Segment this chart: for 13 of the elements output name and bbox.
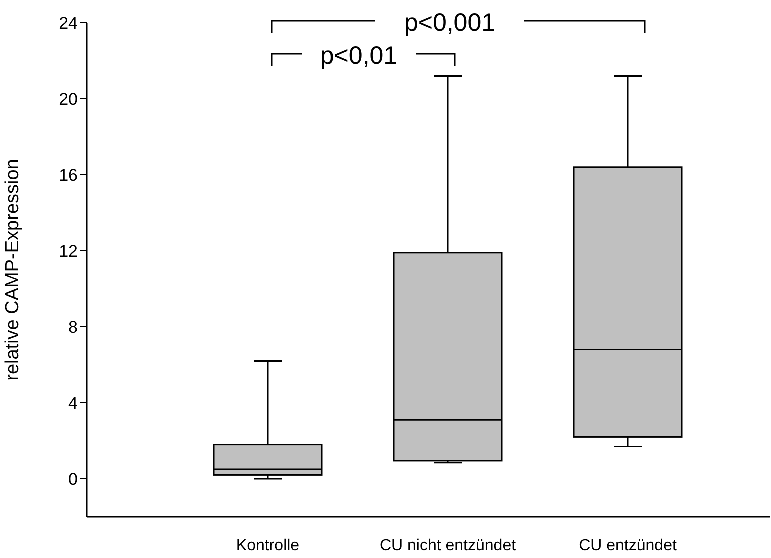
y-tick-label: 20 — [59, 90, 78, 110]
y-tick-label: 16 — [59, 166, 78, 186]
y-tick-label: 0 — [68, 470, 78, 490]
y-tick-label: 8 — [68, 318, 78, 338]
x-tick-label: CU nicht entzündet — [380, 537, 517, 554]
annotation: p<0,001 — [404, 9, 496, 37]
y-axis-title: relative CAMP-Expression — [2, 159, 24, 381]
annotation: p<0,01 — [320, 42, 398, 70]
x-tick-label: CU entzündet — [579, 537, 678, 554]
y-tick-label: 24 — [59, 14, 78, 34]
y-tick-label: 4 — [68, 394, 78, 414]
x-tick-label: Kontrolle — [236, 537, 300, 554]
y-tick-label: 12 — [59, 242, 78, 262]
